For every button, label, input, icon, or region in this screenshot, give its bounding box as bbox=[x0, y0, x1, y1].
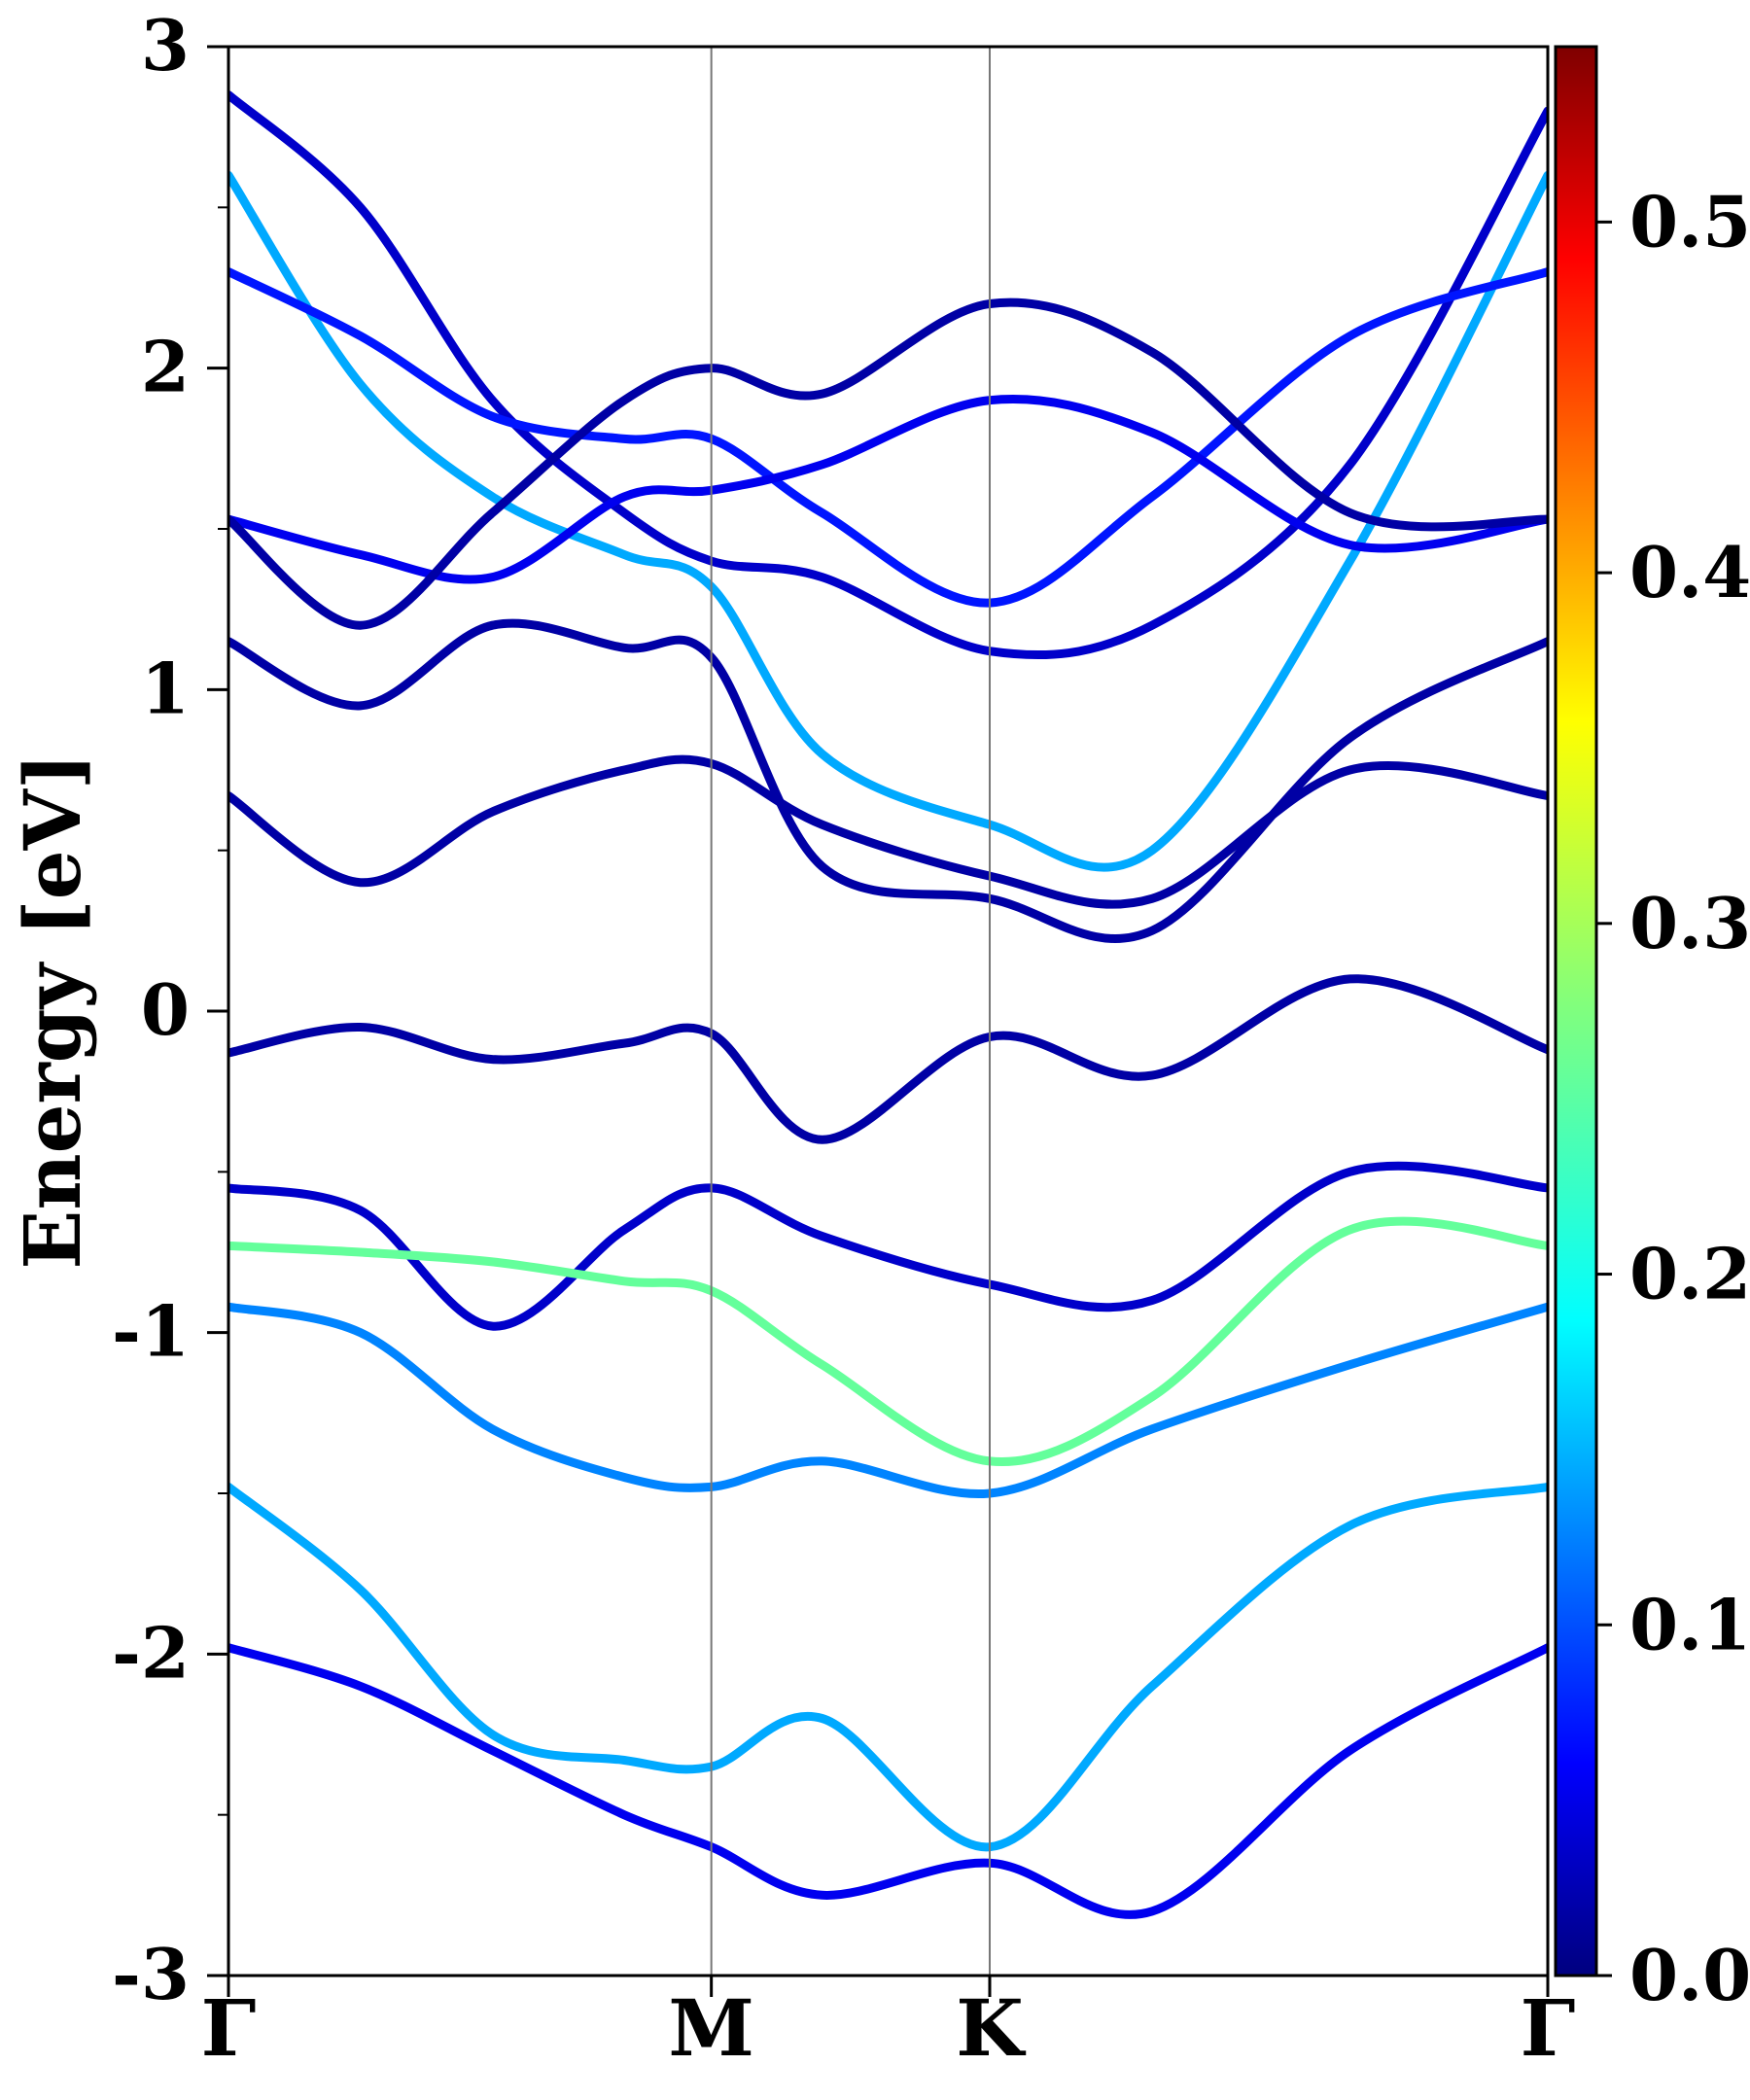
x-tick-label: M bbox=[668, 1982, 754, 2074]
y-tick-label: 3 bbox=[141, 4, 190, 87]
band-line bbox=[228, 170, 1548, 872]
y-tick-label: 1 bbox=[141, 647, 190, 729]
high-symmetry-lines bbox=[710, 47, 991, 1976]
band-line bbox=[228, 1161, 1548, 1331]
band-line bbox=[228, 395, 1548, 584]
colorbar bbox=[1554, 45, 1598, 1978]
y-tick-label: -1 bbox=[112, 1290, 190, 1373]
band-line bbox=[228, 267, 1548, 608]
band-line bbox=[228, 618, 1548, 944]
colorbar-tick-label: 0.0 bbox=[1629, 1934, 1750, 2016]
y-axis-ticks: 3 2 1 0 -1 -2 -3 bbox=[112, 4, 228, 2015]
band-line bbox=[228, 754, 1548, 909]
y-tick-label: 2 bbox=[141, 326, 190, 408]
band-line bbox=[228, 1216, 1548, 1467]
colorbar-tick-label: 0.4 bbox=[1629, 531, 1750, 613]
band-line bbox=[228, 1643, 1548, 1919]
x-tick-label: Γ bbox=[1521, 1982, 1576, 2074]
y-tick-label: 0 bbox=[141, 968, 190, 1051]
colorbar-tick-label: 0.2 bbox=[1629, 1233, 1750, 1315]
colorbar-tick-label: 0.3 bbox=[1629, 882, 1750, 964]
y-tick-label: -3 bbox=[112, 1933, 190, 2015]
band-line bbox=[228, 90, 1548, 660]
band-line bbox=[228, 1302, 1548, 1499]
band-line bbox=[228, 974, 1548, 1144]
x-tick-label: Γ bbox=[201, 1982, 257, 2074]
band-lines bbox=[228, 90, 1548, 1919]
colorbar-tick-label: 0.1 bbox=[1629, 1583, 1750, 1665]
band-line bbox=[228, 1482, 1548, 1852]
y-tick-label: -2 bbox=[112, 1611, 190, 1694]
y-axis-label: Energy [eV] bbox=[7, 752, 98, 1269]
x-tick-label: K bbox=[956, 1982, 1026, 2074]
colorbar-ticks: 0.0 0.1 0.2 0.3 0.4 0.5 bbox=[1596, 180, 1750, 2016]
colorbar-tick-label: 0.5 bbox=[1629, 180, 1750, 262]
band-line bbox=[228, 298, 1548, 630]
